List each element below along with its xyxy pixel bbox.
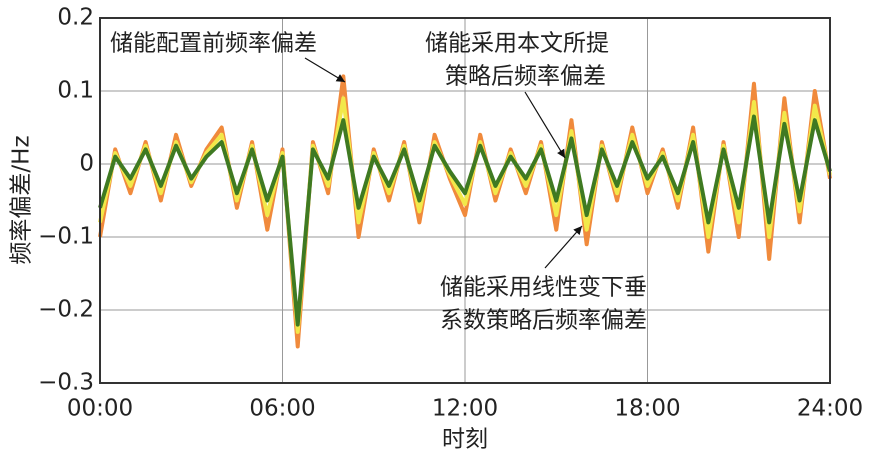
annotation: 储能采用本文所提 (425, 31, 609, 57)
x-axis-label: 时刻 (442, 427, 488, 453)
x-tick-label: 18:00 (614, 396, 680, 422)
annotation: 储能采用线性变下垂 (440, 275, 647, 301)
x-tick-label: 24:00 (797, 396, 863, 422)
annotation: 系数策略后频率偏差 (440, 308, 647, 334)
arrow (524, 91, 566, 159)
arrow (544, 225, 583, 269)
y-tick-label: 0 (79, 151, 94, 177)
annotation: 储能配置前频率偏差 (110, 31, 317, 57)
x-tick-label: 06:00 (249, 396, 315, 422)
x-tick-label: 00:00 (67, 396, 133, 422)
y-tick-label: −0.1 (38, 224, 94, 250)
annotation: 策略后频率偏差 (445, 64, 606, 90)
y-tick-label: −0.2 (38, 297, 94, 323)
series-line (98, 96, 832, 334)
y-tick-label: 0.2 (57, 5, 94, 31)
series-line (98, 74, 832, 349)
plot-frame (99, 17, 831, 384)
y-tick-label: 0.1 (57, 78, 94, 104)
series-line (98, 114, 832, 327)
arrow (304, 57, 346, 83)
x-tick-label: 12:00 (432, 396, 498, 422)
y-tick-label: −0.3 (38, 370, 94, 396)
y-axis-label: 频率偏差/Hz (9, 135, 35, 264)
